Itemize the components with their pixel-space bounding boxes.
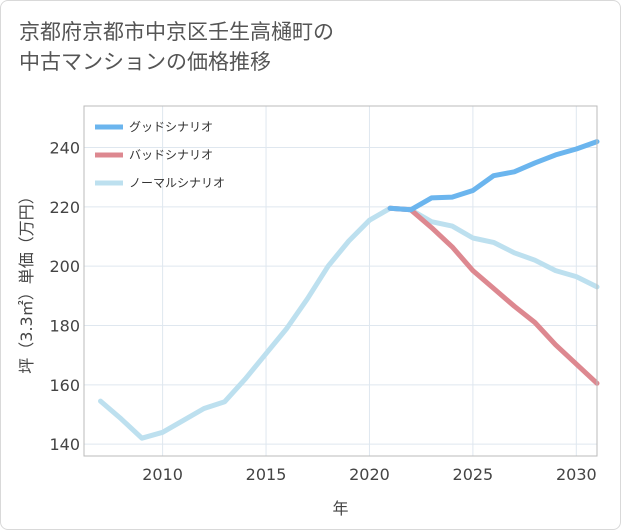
x-tick-label: 2010	[142, 465, 183, 484]
y-tick-label: 160	[49, 376, 80, 395]
legend-label-2: ノーマルシナリオ	[129, 176, 225, 190]
x-tick-label: 2030	[556, 465, 597, 484]
series-line-0	[387, 139, 600, 213]
grid-lines	[84, 106, 597, 456]
y-tick-label: 240	[49, 139, 80, 158]
y-tick-label: 200	[49, 257, 80, 276]
y-axis-label: 坪（3.3㎡）単価（万円）	[17, 188, 36, 373]
plot-frame	[83, 105, 598, 457]
y-tick-label: 220	[49, 198, 80, 217]
x-axis-label: 年	[332, 499, 348, 518]
series-line-1	[387, 205, 600, 386]
x-tick-label: 2025	[453, 465, 494, 484]
y-tick-label: 180	[49, 316, 80, 335]
series-line-2	[98, 205, 600, 441]
x-tick-label: 2020	[349, 465, 390, 484]
chart-title-line-1: 京都府京都市中京区壬生高樋町の	[19, 20, 334, 44]
y-tick-label: 140	[49, 435, 80, 454]
series-lines	[98, 139, 600, 441]
legend-label-0: グッドシナリオ	[129, 120, 213, 134]
chart-title: 京都府京都市中京区壬生高樋町の 中古マンションの価格推移	[19, 17, 334, 77]
x-tick-label: 2015	[246, 465, 287, 484]
tick-labels: 2010 2015 2020 2025 2030 140 160 180 200 220 240	[49, 139, 596, 484]
chart-title-line-2: 中古マンションの価格推移	[19, 50, 271, 74]
legend-label-1: バッドシナリオ	[129, 148, 213, 162]
